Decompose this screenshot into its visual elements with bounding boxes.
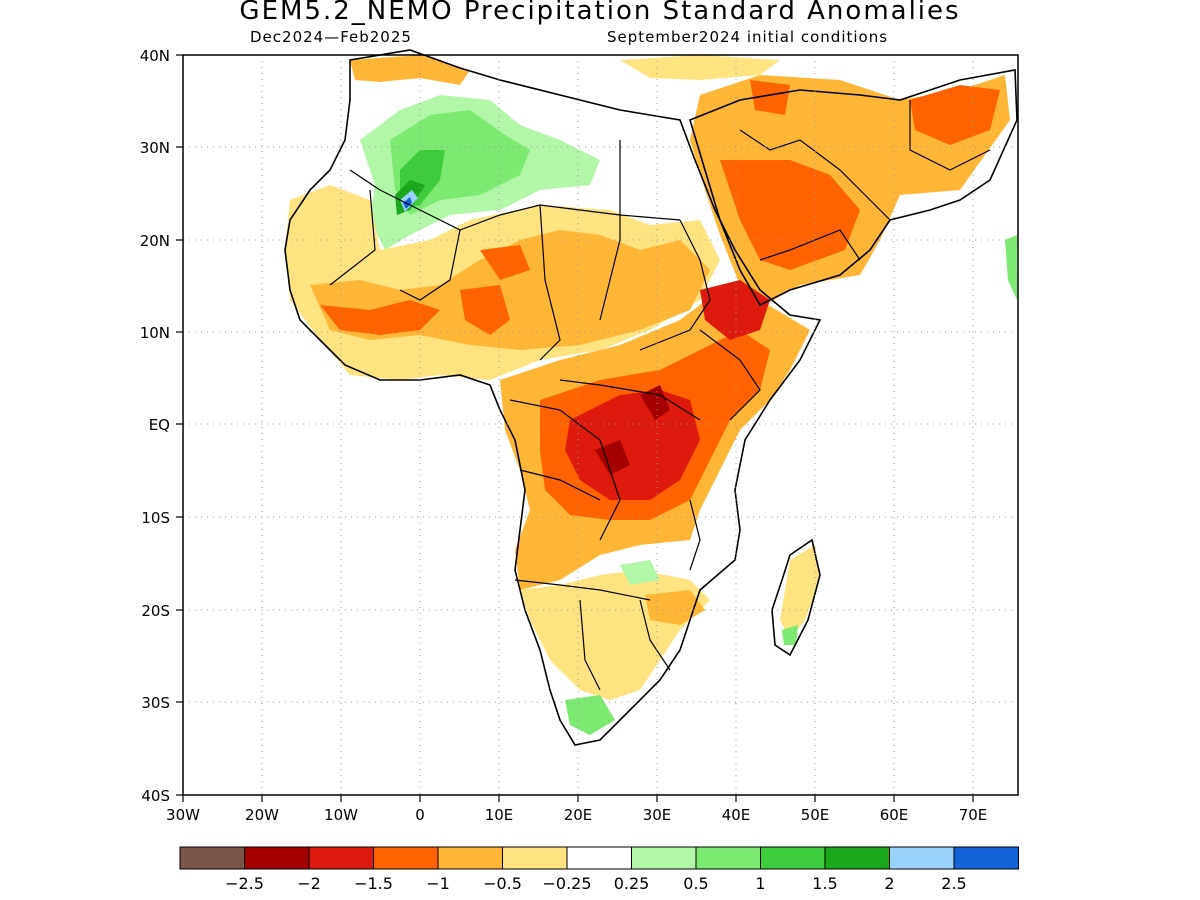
colorbar-label: 2.5 <box>941 874 966 893</box>
colorbar-label: −2.5 <box>225 874 264 893</box>
lon-label-10e: 10E <box>485 806 514 824</box>
anomaly-shading <box>285 55 1017 735</box>
colorbar-swatch <box>179 846 245 870</box>
colorbar-label: −2 <box>297 874 321 893</box>
lat-label-40s: 40S <box>141 787 170 805</box>
lon-label-20w: 20W <box>245 806 279 824</box>
lon-label-10w: 10W <box>324 806 358 824</box>
colorbar-label: −1.5 <box>354 874 393 893</box>
colorbar-label: 0.5 <box>683 874 708 893</box>
colorbar-swatch <box>373 846 439 870</box>
colorbar-swatch <box>437 846 503 870</box>
lon-label-0: 0 <box>415 806 425 824</box>
lat-label-30s: 30S <box>141 694 170 712</box>
colorbar-swatch <box>308 846 374 870</box>
initial-conditions-label: September2024 initial conditions <box>607 28 889 46</box>
map-title: GEM5.2_NEMO Precipitation Standard Anoma… <box>239 0 961 26</box>
colorbar-swatch <box>566 846 632 870</box>
colorbar: −2.5 −2 −1.5 −1 −0.5 −0.25 0.25 0.5 1 1.5 2 2.5 <box>179 846 1019 893</box>
map-frame <box>182 54 1019 796</box>
colorbar-swatch <box>244 846 310 870</box>
colorbar-swatch <box>631 846 697 870</box>
lat-label-30n: 30N <box>140 139 170 157</box>
lat-label-10s: 10S <box>141 509 170 527</box>
lat-axis: 40N 30N 20N 10N EQ 10S 20S 30S 40S <box>140 47 183 805</box>
colorbar-swatch <box>760 846 826 870</box>
lat-label-eq: EQ <box>149 416 170 434</box>
coastlines <box>284 49 1018 746</box>
colorbar-swatch <box>824 846 890 870</box>
map-area <box>182 49 1019 796</box>
colorbar-swatch <box>889 846 955 870</box>
lat-label-20n: 20N <box>140 232 170 250</box>
colorbar-label: −1 <box>426 874 450 893</box>
lat-label-10n: 10N <box>140 324 170 342</box>
season-label: Dec2024—Feb2025 <box>250 28 412 46</box>
lat-label-20s: 20S <box>141 602 170 620</box>
colorbar-label: 0.25 <box>614 874 650 893</box>
colorbar-label: −0.5 <box>483 874 522 893</box>
lat-label-40n: 40N <box>140 47 170 65</box>
colorbar-swatch <box>953 846 1019 870</box>
lon-label-30e: 30E <box>643 806 672 824</box>
lon-label-60e: 60E <box>880 806 909 824</box>
country-borders <box>329 100 991 691</box>
colorbar-swatch <box>502 846 568 870</box>
colorbar-label: −0.25 <box>542 874 591 893</box>
lon-label-50e: 50E <box>801 806 830 824</box>
colorbar-swatch <box>695 846 761 870</box>
lon-label-40e: 40E <box>722 806 751 824</box>
colorbar-label: 1 <box>755 874 765 893</box>
lon-axis: 30W 20W 10W 0 10E 20E 30E 40E 50E 60E 70… <box>166 795 987 824</box>
colorbar-label: 1.5 <box>812 874 837 893</box>
lon-label-20e: 20E <box>564 806 593 824</box>
lon-label-30w: 30W <box>166 806 200 824</box>
colorbar-label: 2 <box>884 874 894 893</box>
lon-label-70e: 70E <box>959 806 988 824</box>
